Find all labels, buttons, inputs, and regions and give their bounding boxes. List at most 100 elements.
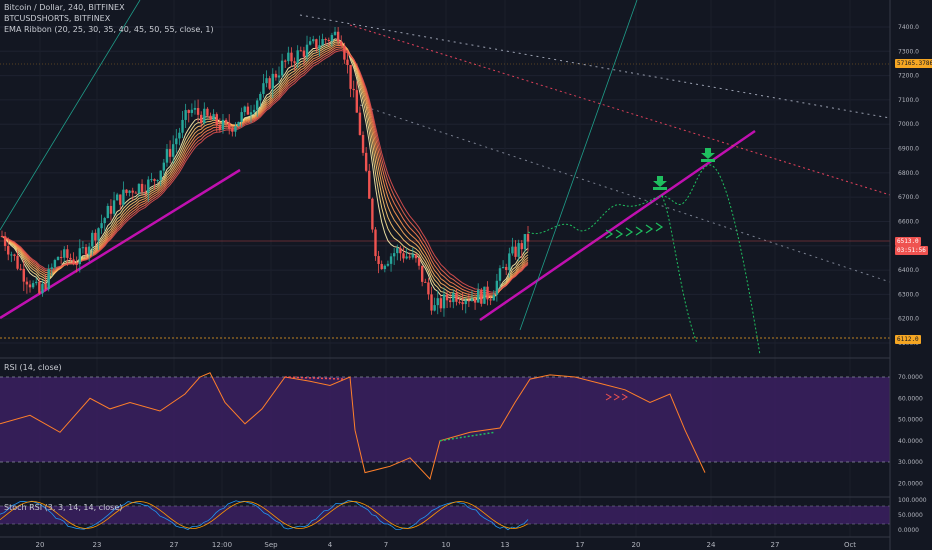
candle-body: [343, 45, 346, 60]
candle-body: [495, 280, 499, 295]
rsi-divergence: [439, 431, 496, 442]
stoch-tick-label: 50.0000: [898, 512, 923, 519]
time-tick-label: 27: [170, 541, 179, 549]
rsi-tick-label: 60.0000: [898, 395, 923, 402]
candle-body: [94, 232, 97, 241]
candle-body: [165, 149, 169, 163]
candle-body: [237, 121, 240, 127]
candle-body: [396, 248, 399, 254]
projection-path: [527, 164, 761, 356]
candle-body: [477, 289, 480, 303]
candle-body: [119, 194, 122, 205]
shorts-legend[interactable]: BTCUSDSHORTS, BITFINEX: [4, 14, 111, 23]
rsi-chevrons: [605, 393, 628, 401]
price-tick-label: 6600.0: [898, 218, 919, 225]
candle-body: [364, 152, 368, 171]
rsi-tick-label: 70.0000: [898, 374, 923, 381]
candle-body: [218, 125, 222, 130]
candle-body: [501, 266, 505, 269]
candle-body: [3, 236, 7, 247]
candle-body: [349, 65, 352, 89]
candle-body: [315, 39, 318, 49]
candle-body: [243, 106, 246, 113]
stoch-legend[interactable]: Stoch RSI (3, 3, 14, 14, close): [4, 503, 123, 512]
stoch-tick-label: 0.0000: [898, 527, 919, 534]
candle-body: [28, 284, 32, 288]
candle-body: [424, 281, 427, 283]
candle-body: [271, 73, 274, 89]
candle-body: [240, 112, 243, 122]
candle-body: [371, 198, 374, 230]
candle-body: [448, 300, 452, 303]
trend-overlays: [0, 0, 891, 339]
candle-body: [137, 183, 141, 194]
candle-body: [511, 246, 514, 254]
candle-body: [383, 265, 387, 270]
candle-body: [486, 286, 489, 300]
countdown-tag: 03:51:56: [895, 246, 928, 255]
candle-body: [109, 205, 113, 214]
candle-body: [193, 108, 197, 110]
price-tick-label: 6300.0: [898, 291, 919, 298]
candle-body: [505, 266, 508, 271]
candle-body: [143, 191, 147, 193]
candle-body: [470, 298, 474, 301]
candle-body: [377, 256, 380, 264]
rsi-legend[interactable]: RSI (14, close): [4, 363, 62, 372]
ema-ribbon-line: [1, 49, 529, 293]
candle-body: [215, 114, 218, 126]
chart-legend: Bitcoin / Dollar, 240, BITFINEX BTCUSDSH…: [4, 2, 214, 35]
arrow-head: [701, 148, 715, 159]
candle-body: [280, 60, 284, 76]
price-tick-label: 6700.0: [898, 194, 919, 201]
candle-body: [461, 302, 464, 305]
candle-body: [100, 223, 103, 229]
candle-body: [520, 243, 523, 250]
time-tick-label: Sep: [264, 541, 278, 549]
price-tick-label: 7300.0: [898, 48, 919, 55]
candle-body: [156, 180, 159, 182]
candle-body: [44, 283, 47, 290]
rsi-tick-label: 40.0000: [898, 438, 923, 445]
time-tick-label: 20: [632, 541, 641, 549]
rsi-band: [0, 377, 890, 462]
price-axis[interactable]: 7400.0 7300.0 7200.0 7100.0 7000.0 6900.0 6800…: [889, 0, 932, 550]
time-axis[interactable]: 20 23 27 12:00 Sep 4 7 10 13 17 20 24 27 Oct: [0, 536, 890, 549]
price-tick-label: 6400.0: [898, 267, 919, 274]
candle-body: [336, 31, 340, 42]
down-arrow-icon: [701, 148, 715, 162]
candle-body: [50, 267, 53, 269]
candle-body: [97, 228, 100, 241]
candle-body: [181, 119, 184, 133]
price-tick-label: 7200.0: [898, 73, 919, 80]
support-trendline: [479, 129, 756, 322]
price-tick-label: 7100.0: [898, 97, 919, 104]
symbol-legend[interactable]: Bitcoin / Dollar, 240, BITFINEX: [4, 3, 125, 12]
candle-body: [115, 194, 119, 201]
resistance-dotted-line: [349, 24, 891, 196]
price-tick-label: 6800.0: [898, 170, 919, 177]
candle-body: [414, 254, 418, 259]
ema-ribbon-line: [1, 43, 529, 299]
candle-body: [427, 282, 430, 295]
candle-body: [480, 289, 483, 304]
candle-body: [430, 294, 433, 311]
candle-body: [473, 298, 477, 303]
candle-body: [290, 52, 293, 62]
stoch-tick-label: 100.0000: [898, 497, 927, 504]
candle-body: [190, 109, 194, 113]
candle-body: [327, 39, 331, 41]
candle-body: [35, 281, 38, 284]
candle-body: [287, 52, 290, 62]
candle-body: [402, 253, 405, 259]
candle-body: [302, 50, 306, 57]
time-tick-label: 12:00: [212, 541, 232, 549]
candle-body: [147, 179, 150, 193]
ribbon-legend[interactable]: EMA Ribbon (20, 25, 30, 35, 40, 45, 50, …: [4, 25, 214, 34]
candle-body: [284, 60, 287, 62]
rsi-tick-label: 20.0000: [898, 480, 923, 487]
channel-line: [519, 0, 638, 331]
time-tick-label: 20: [36, 541, 45, 549]
